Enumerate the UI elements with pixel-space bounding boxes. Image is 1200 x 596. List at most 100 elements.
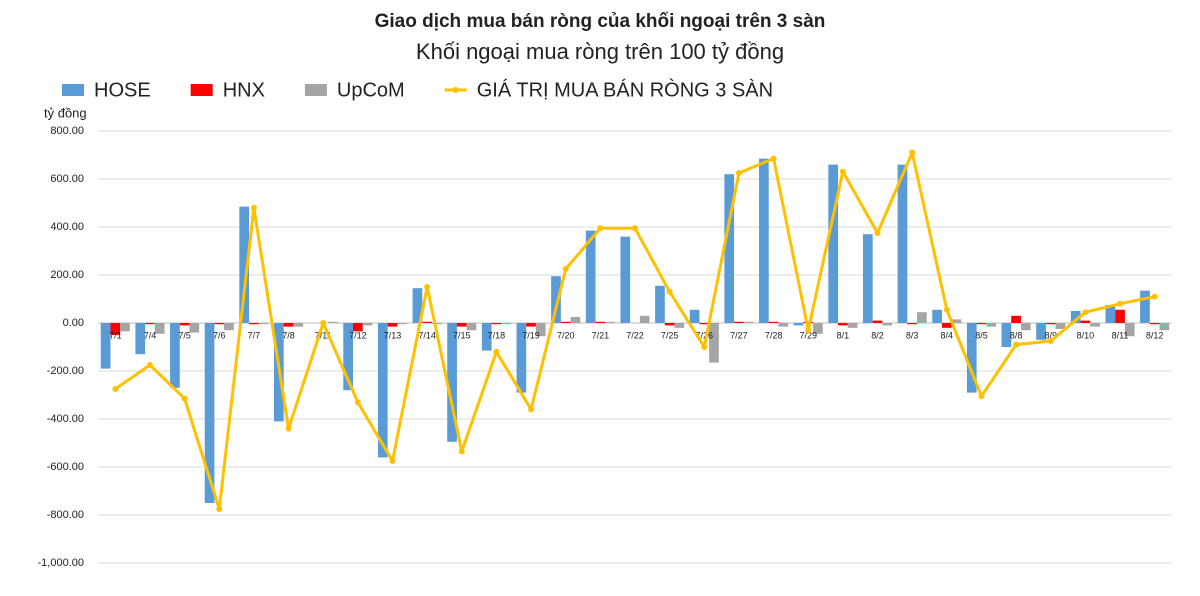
bar [1055, 323, 1066, 329]
bar [293, 323, 304, 327]
line-marker [701, 344, 708, 350]
line-marker [216, 506, 223, 512]
bar [170, 323, 180, 388]
bar [501, 323, 511, 325]
line-marker [146, 362, 153, 368]
legend-marker [452, 87, 459, 93]
y-tick-label: -200.00 [47, 365, 84, 377]
bar [734, 321, 744, 323]
bar [917, 312, 927, 323]
y-tick-label: -400.00 [47, 413, 84, 425]
line-marker [666, 288, 673, 295]
x-tick-label: 8/10 [1077, 330, 1095, 340]
line-marker [1082, 309, 1089, 316]
bar [724, 174, 735, 323]
bar [516, 323, 527, 393]
bar [793, 323, 804, 326]
bar [422, 321, 432, 323]
bar [882, 323, 893, 326]
bar [1080, 320, 1091, 323]
x-tick-label: 7/8 [282, 330, 295, 340]
x-tick-label: 8/3 [906, 330, 919, 340]
bar [526, 323, 536, 327]
bar [570, 317, 581, 323]
bar [699, 323, 710, 325]
line-marker [874, 230, 881, 236]
x-tick-label: 7/15 [453, 330, 471, 340]
bar [135, 323, 146, 355]
x-tick-label: 7/22 [626, 330, 644, 340]
bar [1001, 323, 1012, 347]
legend-label: HOSE [94, 79, 151, 101]
bar [768, 321, 779, 323]
bar [1090, 323, 1100, 327]
line-marker [528, 406, 535, 413]
line-marker [1117, 300, 1124, 307]
line-marker [112, 386, 119, 392]
bar [897, 164, 908, 323]
bar [154, 323, 165, 334]
bar [813, 323, 823, 334]
bar [709, 323, 719, 363]
bar [343, 323, 353, 391]
bar [1149, 323, 1160, 325]
line-marker [181, 395, 188, 402]
y-tick-label: -600.00 [47, 461, 84, 473]
line-marker [735, 170, 742, 176]
x-tick-label: 7/20 [557, 330, 575, 340]
x-tick-label: 8/12 [1146, 330, 1164, 340]
bar [1045, 323, 1056, 325]
bar [674, 323, 685, 328]
line-marker [770, 155, 777, 162]
line-marker [389, 458, 396, 464]
line-marker [354, 399, 361, 406]
bar [456, 323, 467, 327]
line-marker [458, 448, 465, 455]
bar [803, 321, 814, 323]
bar [862, 234, 873, 323]
line-marker [285, 425, 292, 432]
line-marker [250, 204, 257, 211]
line-marker [597, 225, 604, 232]
x-tick-label: 8/5 [975, 330, 988, 340]
y-tick-label: 200.00 [50, 269, 84, 281]
bar [585, 230, 596, 323]
bar [595, 321, 606, 323]
bar [110, 323, 121, 335]
bar [352, 323, 363, 332]
line-marker [943, 306, 950, 313]
line-marker [562, 266, 569, 272]
bar [759, 158, 769, 323]
bar [224, 323, 234, 331]
bar [491, 323, 502, 325]
line-marker [978, 393, 985, 400]
bar [655, 285, 665, 323]
chart-subtitle: Khối ngoại mua ròng trên 100 tỷ đồng [416, 39, 784, 64]
bar [778, 323, 789, 327]
line-marker [320, 320, 327, 326]
bar [258, 323, 269, 325]
x-tick-label: 8/4 [941, 330, 954, 340]
x-tick-label: 7/19 [522, 330, 540, 340]
bar [362, 323, 373, 326]
x-tick-label: 7/18 [488, 330, 506, 340]
bar [179, 323, 190, 326]
bar [239, 206, 250, 323]
bar [941, 323, 952, 328]
x-tick-label: 7/27 [730, 330, 748, 340]
x-tick-label: 7/21 [592, 330, 610, 340]
y-axis-label: tỷ đồng [44, 105, 87, 120]
bar [932, 309, 942, 323]
bar [1140, 290, 1150, 323]
bar [976, 323, 987, 325]
x-tick-label: 8/2 [871, 330, 884, 340]
bar [560, 321, 571, 323]
bar [397, 323, 408, 325]
bar [1159, 323, 1170, 331]
bar [743, 321, 754, 323]
bar [1011, 315, 1021, 323]
legend-label: HNX [223, 79, 265, 101]
bar [828, 164, 839, 323]
x-tick-label: 7/6 [213, 330, 226, 340]
